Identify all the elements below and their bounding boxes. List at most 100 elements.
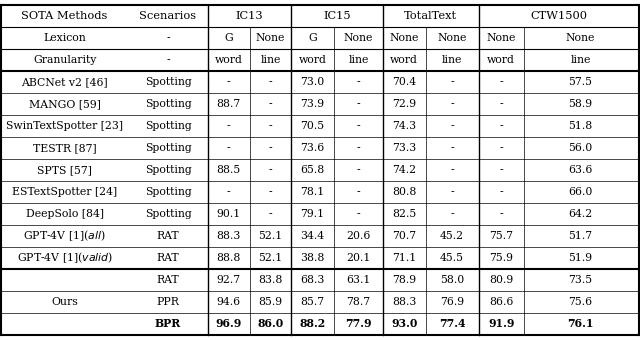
Text: G: G [225,33,233,43]
Text: 73.6: 73.6 [301,143,324,153]
Text: -: - [269,99,272,109]
Text: 86.0: 86.0 [257,318,284,329]
Text: word: word [390,55,418,65]
Text: 79.1: 79.1 [301,209,324,219]
Text: -: - [451,187,454,197]
Text: -: - [451,121,454,131]
Text: -: - [269,165,272,175]
Text: GPT-4V [1]($\mathit{all}$): GPT-4V [1]($\mathit{all}$) [23,229,106,243]
Text: TotalText: TotalText [404,11,458,21]
Text: BPR: BPR [155,318,181,329]
Text: -: - [356,99,360,109]
Text: -: - [451,165,454,175]
Text: IC13: IC13 [236,11,264,21]
Text: 76.1: 76.1 [567,318,594,329]
Text: SOTA Methods: SOTA Methods [22,11,108,21]
Text: 63.6: 63.6 [568,165,593,175]
Text: -: - [499,77,503,87]
Text: 78.9: 78.9 [392,275,416,285]
Text: -: - [499,143,503,153]
Text: 96.9: 96.9 [216,318,242,329]
Text: -: - [227,187,230,197]
Text: SPTS [57]: SPTS [57] [37,165,92,175]
Text: -: - [269,143,272,153]
Text: 88.7: 88.7 [217,99,241,109]
Text: IC15: IC15 [323,11,351,21]
Text: -: - [451,77,454,87]
Text: 74.2: 74.2 [392,165,416,175]
Text: RAT: RAT [157,253,179,263]
Text: CTW1500: CTW1500 [530,11,588,21]
Text: 80.8: 80.8 [392,187,417,197]
Text: 75.9: 75.9 [489,253,513,263]
Text: None: None [390,33,419,43]
Text: 88.5: 88.5 [217,165,241,175]
Text: -: - [269,77,272,87]
Text: SwinTextSpotter [23]: SwinTextSpotter [23] [6,121,123,131]
Text: -: - [499,121,503,131]
Text: 83.8: 83.8 [258,275,283,285]
Text: line: line [442,55,462,65]
Text: -: - [356,209,360,219]
Text: 38.8: 38.8 [300,253,325,263]
Text: 72.9: 72.9 [392,99,416,109]
Text: Spotting: Spotting [145,143,191,153]
Text: -: - [356,121,360,131]
Text: 91.9: 91.9 [488,318,515,329]
Text: 88.3: 88.3 [392,297,417,307]
Text: 68.3: 68.3 [300,275,325,285]
Text: Ours: Ours [51,297,78,307]
Text: 73.0: 73.0 [301,77,324,87]
Text: ESTextSpotter [24]: ESTextSpotter [24] [12,187,117,197]
Text: 75.6: 75.6 [568,297,593,307]
Text: 56.0: 56.0 [568,143,593,153]
Text: RAT: RAT [157,275,179,285]
Text: 20.6: 20.6 [346,231,371,241]
Text: -: - [499,187,503,197]
Text: 85.9: 85.9 [259,297,282,307]
Text: 92.7: 92.7 [217,275,241,285]
Text: 63.1: 63.1 [346,275,371,285]
Text: None: None [256,33,285,43]
Text: 64.2: 64.2 [568,209,593,219]
Text: -: - [166,33,170,43]
Text: line: line [570,55,591,65]
Text: -: - [451,209,454,219]
Text: 85.7: 85.7 [301,297,324,307]
Text: 65.8: 65.8 [301,165,324,175]
Text: Spotting: Spotting [145,187,191,197]
Text: 76.9: 76.9 [440,297,464,307]
Text: None: None [438,33,467,43]
Text: None: None [566,33,595,43]
Text: -: - [499,209,503,219]
Text: 71.1: 71.1 [392,253,416,263]
Text: line: line [260,55,280,65]
Text: word: word [487,55,515,65]
Text: Scenarios: Scenarios [140,11,196,21]
Text: 52.1: 52.1 [259,231,282,241]
Text: DeepSolo [84]: DeepSolo [84] [26,209,104,219]
Text: -: - [499,165,503,175]
Text: TESTR [87]: TESTR [87] [33,143,97,153]
Text: 34.4: 34.4 [301,231,324,241]
Text: 58.9: 58.9 [568,99,593,109]
Text: -: - [269,187,272,197]
Text: 88.3: 88.3 [216,231,241,241]
Text: 90.1: 90.1 [217,209,241,219]
Text: 77.9: 77.9 [345,318,372,329]
Text: Lexicon: Lexicon [44,33,86,43]
Text: -: - [269,121,272,131]
Text: Spotting: Spotting [145,209,191,219]
Text: 75.7: 75.7 [489,231,513,241]
Text: 51.8: 51.8 [568,121,593,131]
Text: 70.5: 70.5 [301,121,324,131]
Text: 94.6: 94.6 [217,297,241,307]
Text: 86.6: 86.6 [489,297,513,307]
Text: -: - [166,55,170,65]
Text: 51.9: 51.9 [568,253,593,263]
Text: RAT: RAT [157,231,179,241]
Text: -: - [227,143,230,153]
Text: 70.4: 70.4 [392,77,416,87]
Text: ABCNet v2 [46]: ABCNet v2 [46] [21,77,108,87]
Text: 20.1: 20.1 [346,253,371,263]
